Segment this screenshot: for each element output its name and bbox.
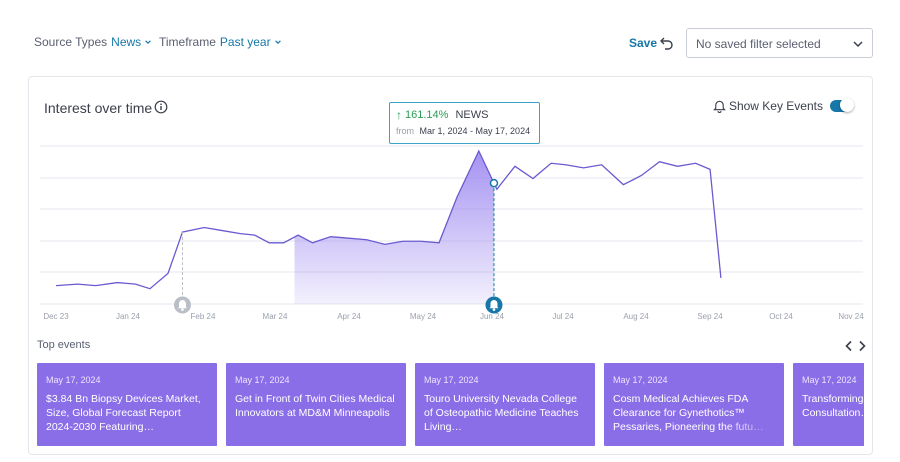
x-tick-label: May 24 [410, 312, 437, 321]
show-key-events-label: Show Key Events [728, 99, 823, 113]
chevron-left-icon[interactable] [844, 340, 854, 352]
timeframe-label: Timeframe [159, 35, 216, 49]
save-button[interactable]: Save [629, 36, 658, 50]
event-title: Transforming AI-Powered Virtual Consulta… [802, 393, 864, 419]
tooltip-from-label: from [396, 126, 414, 136]
event-date: May 17, 2024 [424, 375, 479, 385]
highlight-area [294, 151, 494, 304]
source-types-label: Source Types [34, 35, 108, 49]
arrow-up-icon: ↑ [396, 108, 402, 122]
bell-icon [177, 300, 187, 309]
saved-filter-select[interactable]: No saved filter selected [686, 28, 873, 58]
event-card[interactable]: May 17, 2024 Touro University Nevada Col… [415, 363, 595, 446]
event-date: May 17, 2024 [235, 375, 290, 385]
x-tick-label: Apr 24 [337, 312, 361, 321]
bell-clapper [181, 308, 184, 311]
info-icon[interactable] [154, 100, 168, 114]
source-types-filter[interactable]: Source Types News [34, 35, 152, 49]
timeframe-value: Past year [219, 35, 271, 49]
interest-chart: Dec 23 Jan 24 Feb 24 Mar 24 Apr 24 May 24 Jun … [40, 145, 864, 321]
event-title: Get in Front of Twin Cities Medical Inno… [235, 393, 395, 419]
event-title: $3.84 Bn Biopsy Devices Market, Size, Gl… [46, 393, 201, 433]
x-tick-label: Oct 24 [769, 312, 793, 321]
show-key-events-toggle[interactable] [830, 98, 854, 112]
timeframe-filter[interactable]: Timeframe Past year [159, 35, 282, 49]
event-card[interactable]: May 17, 2024 Transforming AI-Powered Vir… [793, 363, 864, 446]
filter-bar: Source Types News Timeframe Past year Sa… [0, 0, 900, 76]
tooltip-source: NEWS [455, 109, 489, 121]
x-tick-label: Feb 24 [191, 312, 216, 321]
x-tick-label: Sep 24 [697, 312, 723, 321]
chevron-down-icon [145, 40, 151, 45]
event-date: May 17, 2024 [46, 375, 101, 385]
bell-icon [712, 100, 726, 113]
event-date: May 17, 2024 [802, 375, 857, 385]
show-key-events: Show Key Events [712, 98, 854, 113]
chevron-down-icon [853, 41, 863, 48]
x-tick-label: Mar 24 [263, 312, 288, 321]
card-title: Interest over time [44, 100, 153, 116]
event-card[interactable]: May 17, 2024 Cosm Medical Achieves FDA C… [604, 363, 784, 446]
x-tick-label: Jul 24 [552, 312, 574, 321]
bell-icon [489, 300, 499, 309]
chart-tooltip: ↑ 161.14% NEWS from Mar 1, 2024 - May 17… [389, 102, 540, 144]
event-card[interactable]: May 17, 2024 $3.84 Bn Biopsy Devices Mar… [37, 363, 217, 446]
x-tick-label: Nov 24 [838, 312, 864, 321]
event-date: May 17, 2024 [613, 375, 668, 385]
tooltip-range: Mar 1, 2024 - May 17, 2024 [419, 126, 531, 136]
event-title: Cosm Medical Achieves FDA Clearance for … [613, 393, 764, 433]
undo-icon[interactable] [659, 34, 675, 50]
source-types-value: News [111, 35, 142, 49]
x-tick-label: Dec 23 [43, 312, 69, 321]
bell-clapper [492, 308, 496, 311]
x-tick-label: Jan 24 [116, 312, 141, 321]
event-title: Touro University Nevada College of Osteo… [424, 393, 579, 433]
saved-filter-placeholder: No saved filter selected [696, 37, 821, 51]
chevron-right-icon[interactable] [857, 340, 867, 352]
peak-point [489, 178, 499, 188]
events-list: May 17, 2024 $3.84 Bn Biopsy Devices Mar… [37, 363, 864, 447]
series-line [55, 149, 722, 290]
x-tick-label: Jun 24 [480, 312, 505, 321]
tooltip-change: 161.14% [405, 109, 449, 121]
x-tick-label: Aug 24 [623, 312, 649, 321]
event-card[interactable]: May 17, 2024 Get in Front of Twin Cities… [226, 363, 406, 446]
chevron-down-icon [274, 40, 281, 45]
top-events-label: Top events [37, 339, 91, 351]
